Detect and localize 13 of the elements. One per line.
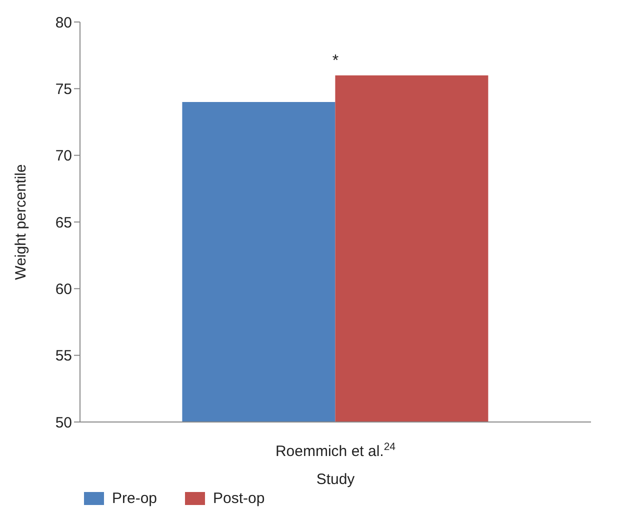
legend-label: Post-op [213,490,265,507]
x-tick-label: Roemmich et al.$^{24}$ [275,441,396,460]
y-tick-label: 60 [55,280,72,298]
y-tick-label: 80 [55,14,72,32]
annotation: * [332,52,339,70]
y-tick-label: 65 [55,214,72,232]
y-tick-label: 75 [55,80,72,98]
y-axis-title: Weight percentile [12,164,30,280]
y-tick-label: 55 [55,348,72,365]
y-tick-label: 70 [55,148,72,165]
x-axis-title: Study [316,471,356,488]
y-tick-label: 50 [55,414,72,432]
legend-label: Pre-op [112,490,158,507]
